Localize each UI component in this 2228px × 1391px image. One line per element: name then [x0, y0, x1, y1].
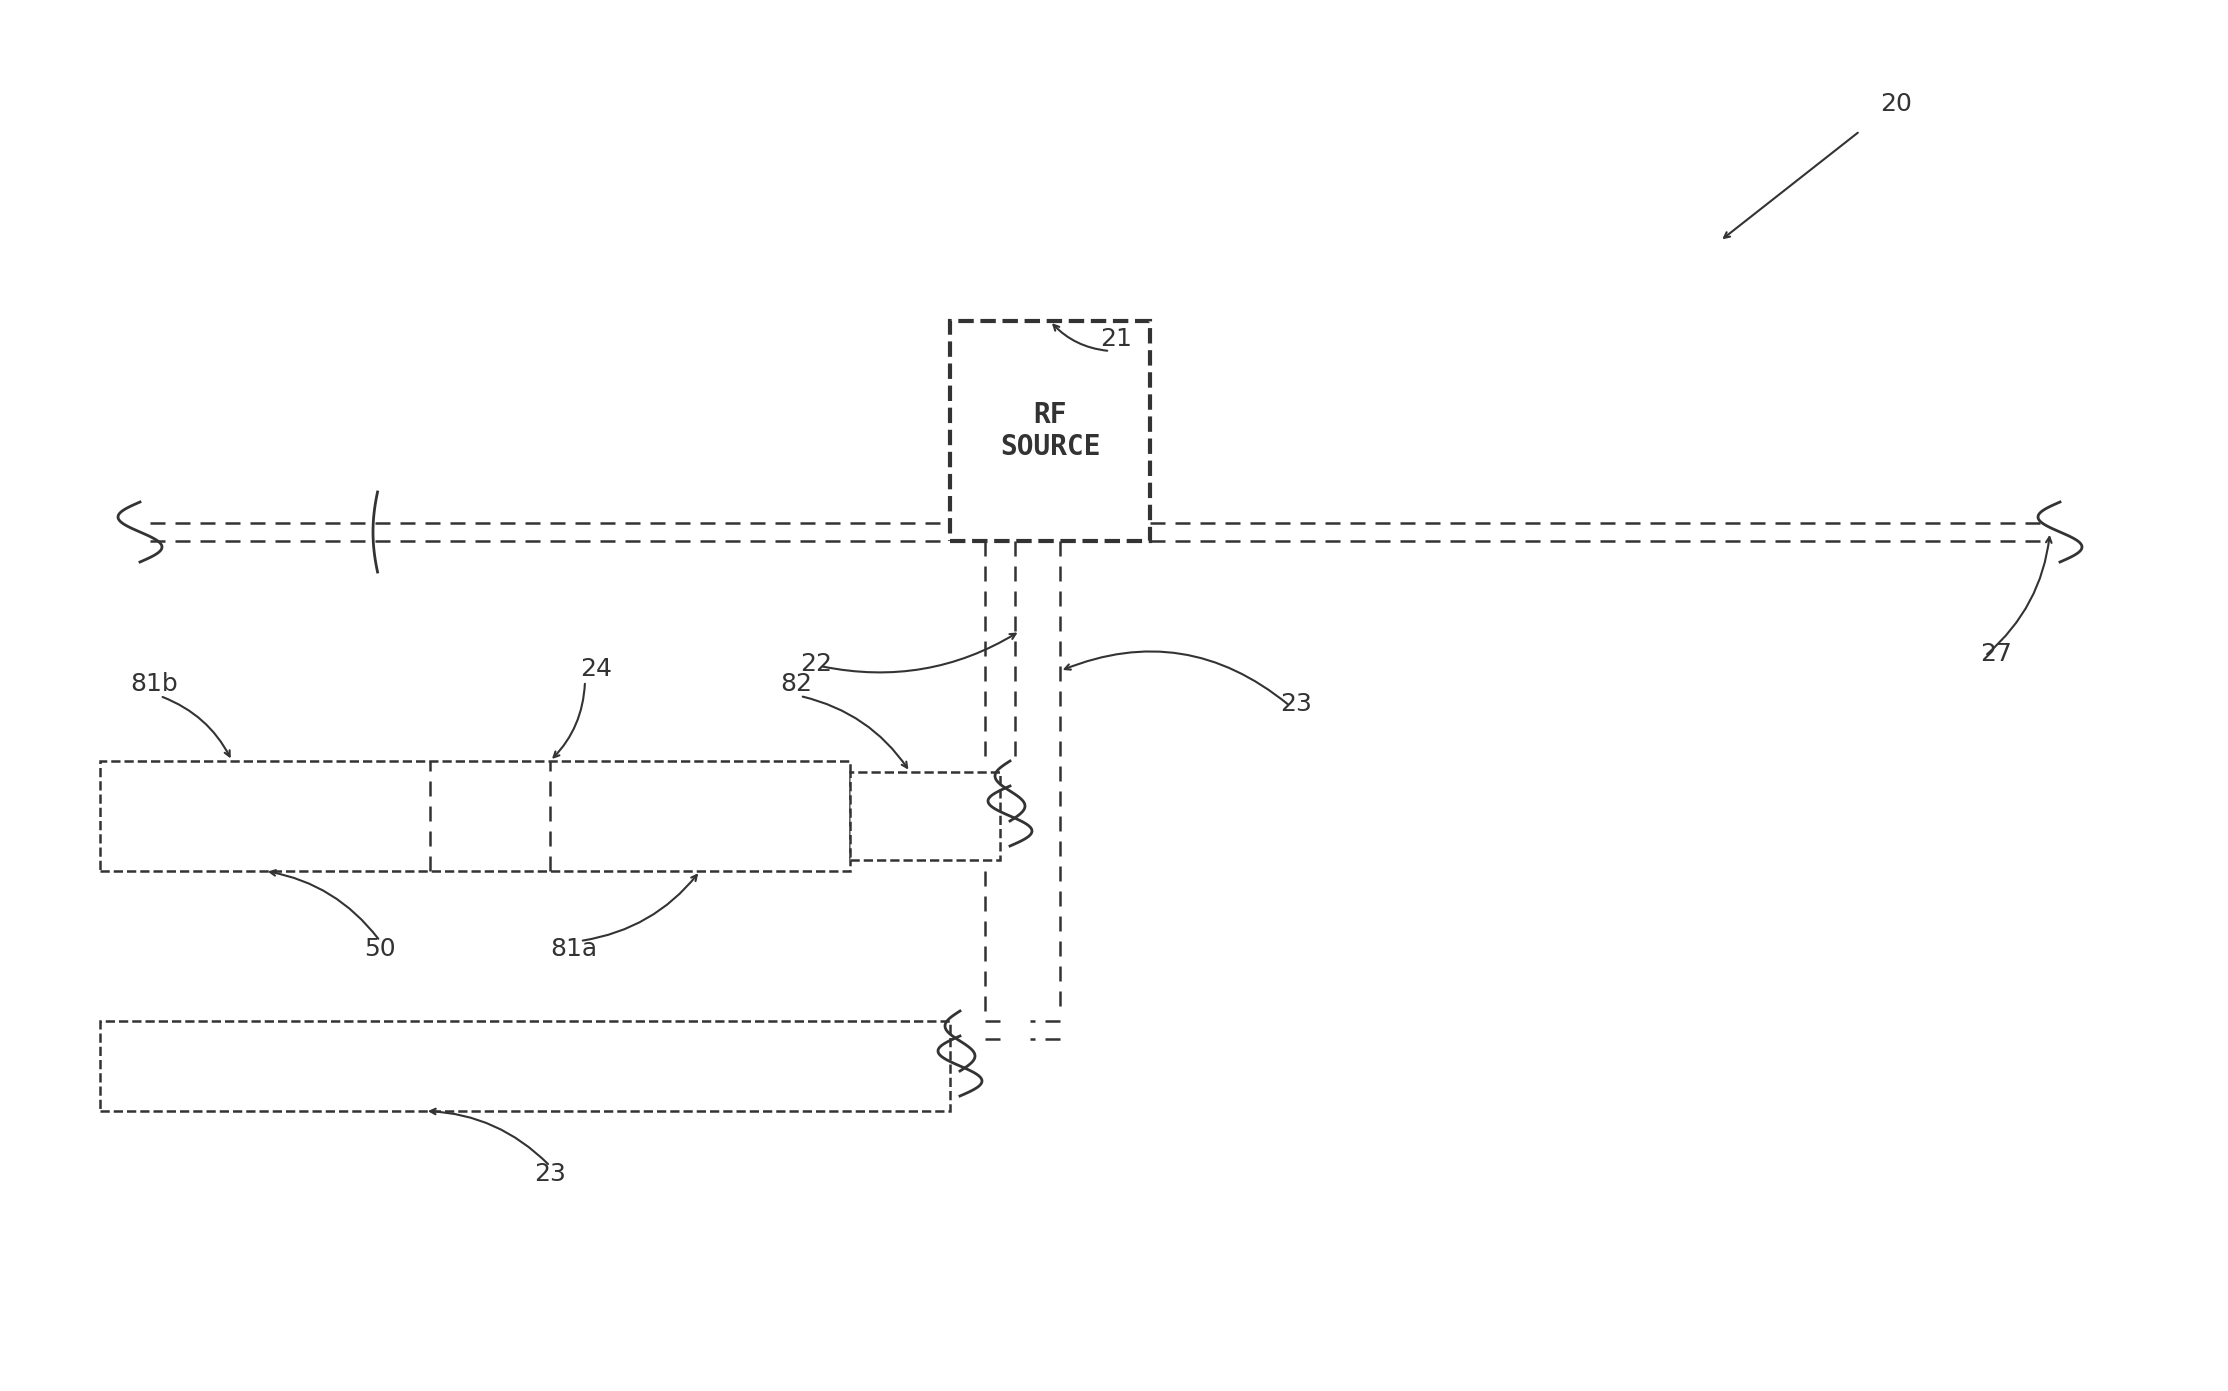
Text: 22: 22: [800, 652, 831, 676]
Text: 82: 82: [780, 672, 811, 696]
Text: 23: 23: [535, 1161, 566, 1187]
Text: 20: 20: [1880, 92, 1912, 115]
Text: 81a: 81a: [550, 938, 597, 961]
FancyBboxPatch shape: [100, 761, 851, 871]
Text: 81b: 81b: [129, 672, 178, 696]
FancyBboxPatch shape: [100, 1021, 949, 1111]
Text: 24: 24: [579, 657, 613, 682]
Text: 23: 23: [1281, 691, 1312, 716]
Text: RF
SOURCE: RF SOURCE: [1000, 401, 1101, 462]
FancyBboxPatch shape: [851, 772, 1000, 860]
Text: 21: 21: [1101, 327, 1132, 351]
Text: 50: 50: [363, 938, 397, 961]
FancyBboxPatch shape: [949, 321, 1150, 541]
Text: 27: 27: [1981, 643, 2012, 666]
